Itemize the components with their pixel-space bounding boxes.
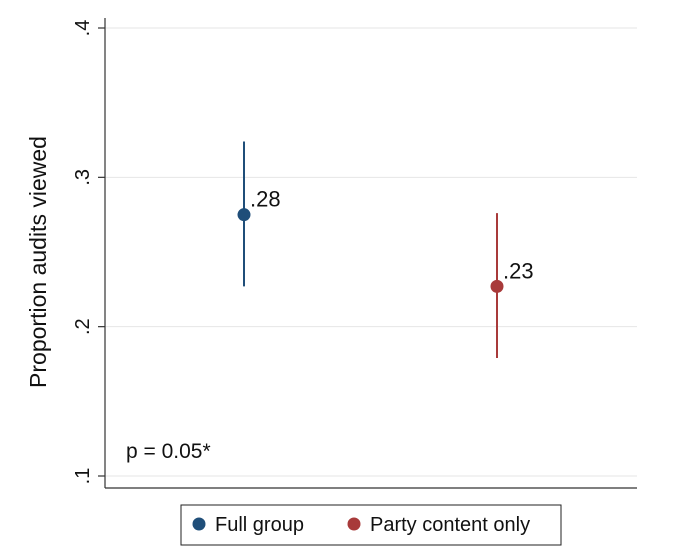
p-value-annotation: p = 0.05* bbox=[126, 440, 211, 463]
data-label: .28 bbox=[250, 187, 281, 212]
legend-items: Full group Party content only bbox=[192, 514, 530, 536]
gridlines bbox=[105, 27, 637, 477]
y-tick-label: .3 bbox=[72, 169, 94, 186]
data-label: .23 bbox=[503, 258, 534, 283]
data-point bbox=[490, 279, 504, 293]
y-tick-label: .2 bbox=[72, 318, 94, 335]
data-point bbox=[237, 208, 251, 222]
legend-label: Party content only bbox=[370, 514, 530, 536]
legend: Full group Party content only bbox=[180, 504, 562, 546]
legend-marker bbox=[347, 517, 361, 531]
legend-marker bbox=[192, 517, 206, 531]
y-axis-ticks: .1 .2 .3 .4 bbox=[72, 20, 105, 485]
legend-label: Full group bbox=[215, 514, 304, 536]
series-party-content-only: .23 bbox=[490, 213, 534, 359]
legend-box bbox=[180, 504, 562, 546]
plot-background bbox=[105, 18, 637, 488]
y-tick-label: .4 bbox=[72, 20, 94, 37]
series-group: .28 .23 bbox=[237, 141, 534, 359]
y-axis-label: Proportion audits viewed bbox=[25, 136, 51, 388]
series-full-group: .28 bbox=[237, 141, 281, 287]
y-tick-label: .1 bbox=[72, 468, 94, 485]
